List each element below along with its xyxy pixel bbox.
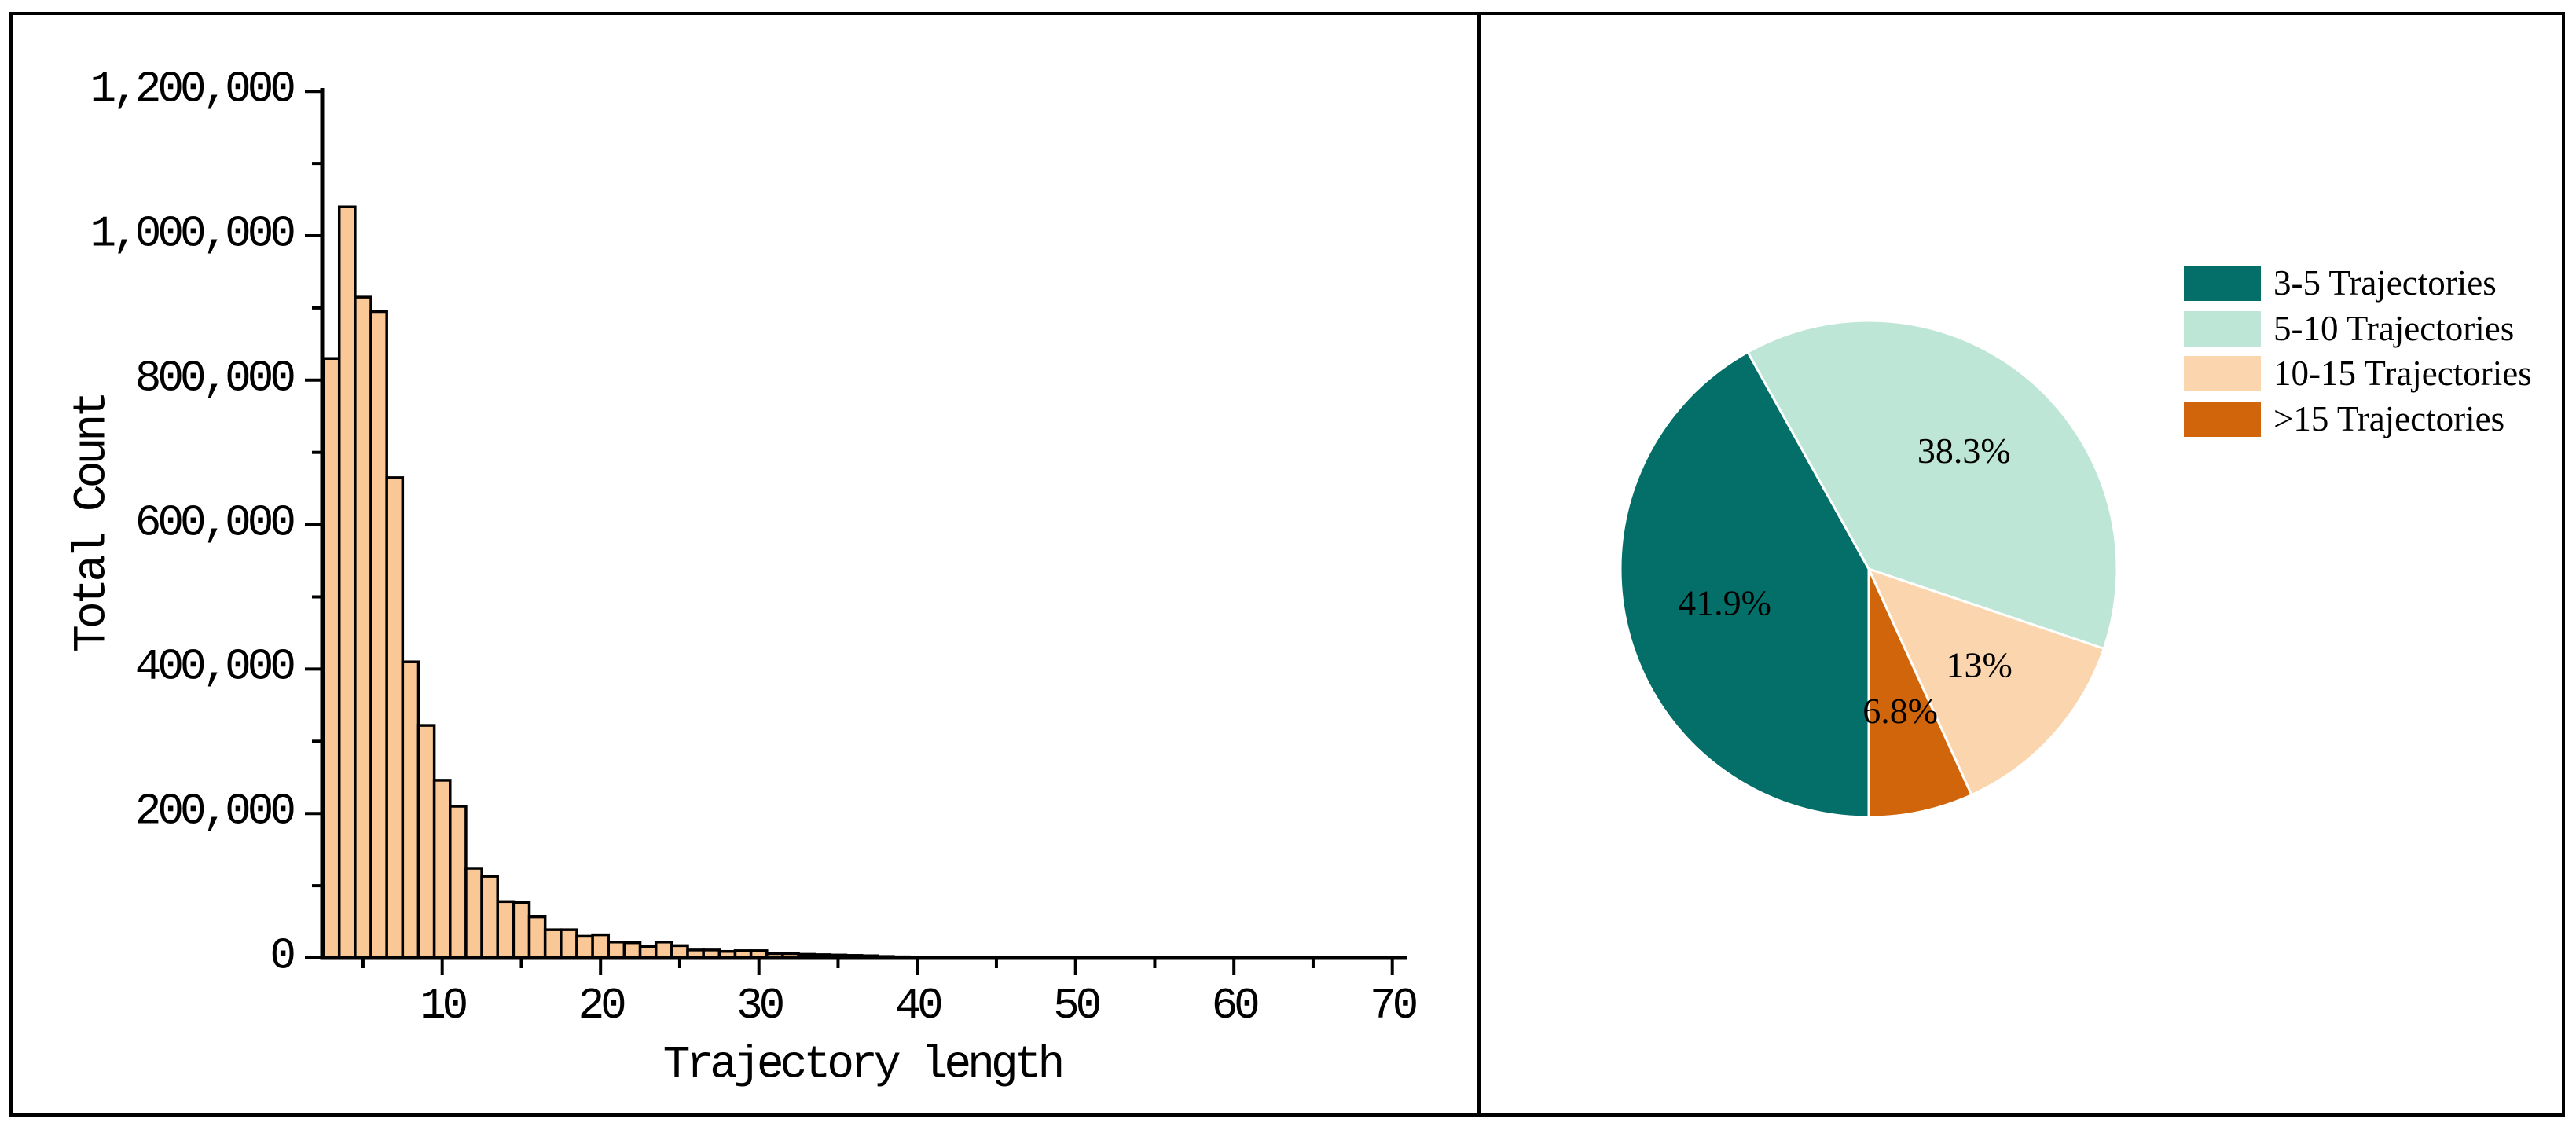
histogram-bar [575,934,594,959]
legend-swatch [2184,402,2261,438]
histogram-bar [369,310,388,959]
legend-label: >15 Trajectories [2273,399,2505,439]
histogram-bar [449,805,468,959]
histogram-bar [654,941,673,959]
x-tick-label: 40 [894,981,944,1031]
pie-slice [1619,350,1870,819]
y-tick-label: 400,000 [134,641,296,692]
histogram-bar [560,928,578,959]
histogram-bar [591,933,611,959]
pie-slice [1867,567,1973,819]
legend-swatch [2184,266,2261,301]
x-tick-label: 10 [420,981,468,1031]
figure-border [9,12,2565,1117]
histogram-bar [496,900,516,959]
histogram-bar [464,867,483,959]
histogram-bar [321,357,341,959]
x-axis-title: Trajectory length [662,1040,1066,1091]
legend-swatch [2184,310,2261,347]
histogram-bar [432,779,452,959]
pie-slice [1867,567,2105,797]
y-tick-label: 600,000 [134,497,296,548]
histogram-bar [622,941,642,959]
histogram-bar [401,660,420,959]
x-tick-label: 30 [736,981,785,1031]
histogram-bar [354,295,372,959]
histogram-bar [416,724,436,959]
histogram-bar [527,915,547,959]
y-tick-label: 1,200,000 [90,64,296,115]
pie-slice-percent-label: 38.3% [1917,431,2011,471]
pie-slice [1746,319,2119,650]
x-tick-label: 20 [578,981,627,1031]
histogram-bar [337,205,357,959]
pie-slice-percent-label: 41.9% [1678,582,1771,622]
histogram-panel [305,88,1407,975]
legend-label: 3-5 Trajectories [2273,262,2497,303]
x-tick-label: 50 [1053,981,1102,1031]
x-tick-label: 70 [1370,981,1418,1031]
pie-slice-percent-label: 6.8% [1862,691,1938,731]
histogram-bar [543,928,563,959]
legend-label: 10-15 Trajectories [2273,354,2532,394]
pie-chart-panel: 41.9% 38.3% 13%6.8% [1619,319,2119,819]
y-tick-label: 1,000,000 [90,208,296,259]
y-tick-label: 800,000 [134,353,296,404]
histogram-bar [512,901,531,959]
histogram-bar [385,476,405,959]
pie-slice-percent-label: 13% [1946,645,2012,685]
y-tick-label: 200,000 [134,786,296,837]
histogram-bar [480,875,499,959]
histogram-bar [607,941,626,959]
y-tick-label: 0 [270,930,296,981]
legend-label: 5-10 Trajectories [2273,308,2515,348]
x-tick-label: 60 [1211,981,1260,1031]
legend-swatch [2184,356,2261,392]
panel-divider-line [1477,12,1481,1117]
